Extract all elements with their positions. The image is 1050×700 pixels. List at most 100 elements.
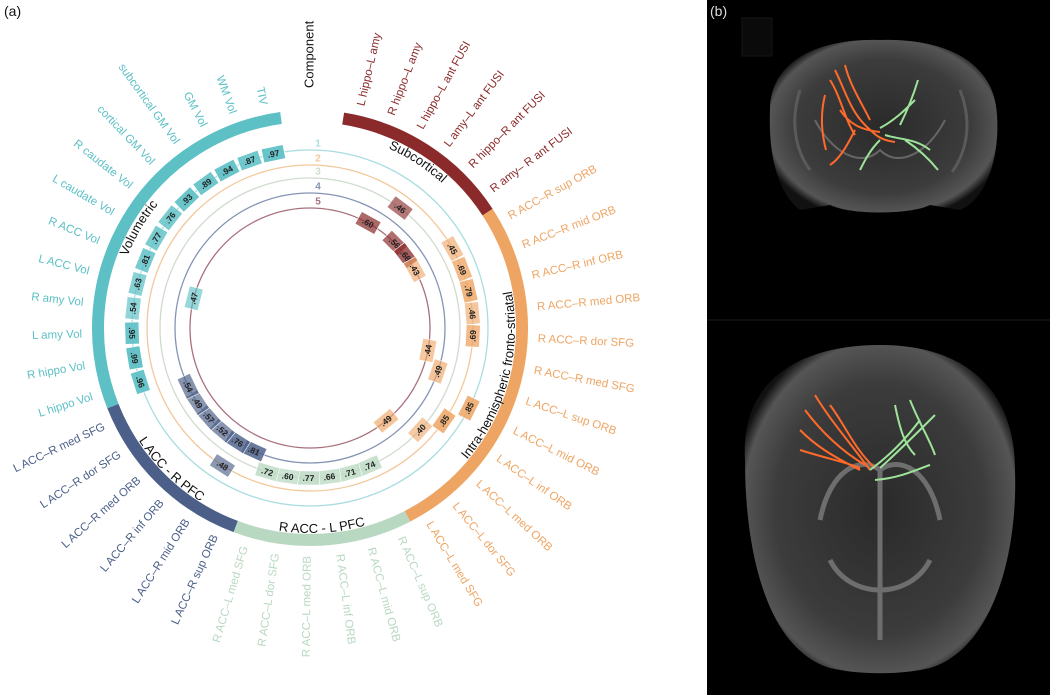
loading: .69: [451, 256, 473, 283]
variable-label: L hippo Vol: [37, 391, 94, 420]
group-ring: [92, 112, 282, 409]
loading: .96: [129, 368, 151, 395]
loading-box: [260, 144, 287, 164]
variable-label: R ACC–L med ORB: [301, 556, 314, 658]
loading-value: .44: [422, 343, 434, 357]
loading-box: [464, 301, 481, 326]
loading-box: [407, 416, 434, 443]
loading-value: .99: [129, 351, 141, 365]
loading-value: .66: [323, 471, 336, 482]
loading-box: [254, 461, 281, 483]
variable-label: L ACC–L sup ORB: [524, 396, 618, 438]
loading: .71: [336, 462, 363, 483]
loading-box: [125, 345, 144, 371]
loading: .44: [418, 337, 438, 363]
variable-label: R hippo Vol: [26, 360, 86, 382]
loading: .63: [127, 271, 148, 297]
variable-label: R ACC–L sup ORB: [395, 535, 445, 629]
loading: .49: [427, 358, 449, 385]
loading: .99: [125, 345, 144, 371]
component-ring-label: 4: [315, 182, 321, 193]
component-ring-label: 2: [315, 154, 321, 165]
variable-label: R ACC–R dor SFG: [537, 333, 634, 350]
loading-value: .95: [127, 327, 137, 339]
loading-box: [124, 296, 142, 321]
component-ring-label: 3: [315, 167, 321, 178]
panel-label: (b): [710, 3, 727, 19]
variable-label: L ACC Vol: [37, 253, 90, 277]
loading-box: [427, 358, 449, 385]
loading-value: .47: [187, 291, 200, 305]
loading: .60: [354, 211, 382, 235]
loading-value: .69: [455, 262, 469, 277]
variable-label: R ACC–L med SFG: [211, 545, 251, 644]
loading: .47: [183, 285, 204, 312]
variable-label: R hippo–L amy: [386, 41, 425, 117]
loading: .93: [173, 186, 201, 213]
loading-value: .79: [462, 284, 474, 298]
variable-label: R ACC–R mid ORB: [520, 204, 618, 251]
variable-label: GM Vol: [181, 90, 209, 129]
loading: .85: [457, 394, 481, 422]
loading-value: .54: [181, 379, 195, 394]
loading-value: .87: [242, 154, 257, 168]
loading-value: .74: [362, 459, 377, 473]
panel-label: (a): [4, 3, 21, 19]
component-ring: [174, 192, 446, 464]
variable-label: R ACC–L inf ORB: [333, 553, 357, 645]
loading-box: [192, 171, 220, 197]
loading-box: [431, 407, 457, 435]
group-ring: [404, 208, 528, 522]
component-title: Component: [301, 20, 316, 88]
loading: .81: [134, 247, 157, 274]
loading-box: [236, 149, 263, 172]
component-ring-label: 1: [315, 139, 321, 150]
loading: .85: [431, 407, 457, 435]
marker-box: [741, 17, 773, 57]
variable-label: R ACC–L mid ORB: [365, 546, 402, 643]
loading: .54: [176, 372, 200, 400]
variable-label: R ACC Vol: [46, 215, 101, 247]
variable-label: R caudate Vol: [71, 138, 135, 192]
loading-box: [440, 235, 465, 263]
loading: .79: [459, 278, 479, 304]
loading-value: .85: [462, 400, 476, 415]
loading-box: [176, 372, 200, 400]
loading-value: .81: [138, 253, 152, 268]
loading-value: .72: [260, 465, 274, 478]
brain-structure: [793, 89, 969, 173]
loading-box: [183, 285, 204, 312]
loading-value: .60: [281, 471, 294, 483]
loading-box: [386, 195, 414, 221]
loading: .95: [124, 321, 140, 345]
loading: .54: [124, 296, 142, 321]
loading: .94: [213, 158, 241, 183]
loading: .89: [192, 171, 220, 197]
loading-value: .63: [131, 277, 144, 291]
loading-value: .49: [431, 364, 444, 379]
loading: .74: [356, 454, 383, 477]
loading-value: .46: [467, 307, 478, 320]
loading-box: [402, 256, 427, 284]
variable-label: WM Vol: [214, 74, 239, 115]
loading: .77: [297, 470, 320, 486]
loading: .48: [208, 453, 236, 478]
loading-box: [208, 453, 236, 478]
loading-box: [418, 337, 438, 363]
brain-panel: (b): [707, 0, 1050, 695]
brain-structure: [814, 119, 946, 160]
loading-box: [144, 224, 169, 252]
loading-value: .94: [219, 163, 234, 177]
loading: .97: [260, 144, 287, 164]
loading-box: [127, 271, 148, 297]
component-ring-label: 5: [315, 197, 321, 208]
loading: .46: [464, 301, 481, 326]
loading-box: [464, 324, 481, 348]
group-ring: [233, 510, 411, 546]
loading: .45: [440, 235, 465, 263]
loading-value: .77: [303, 473, 315, 483]
loading: .49: [372, 408, 400, 434]
variable-label: R ACC–R inf ORB: [531, 249, 625, 282]
